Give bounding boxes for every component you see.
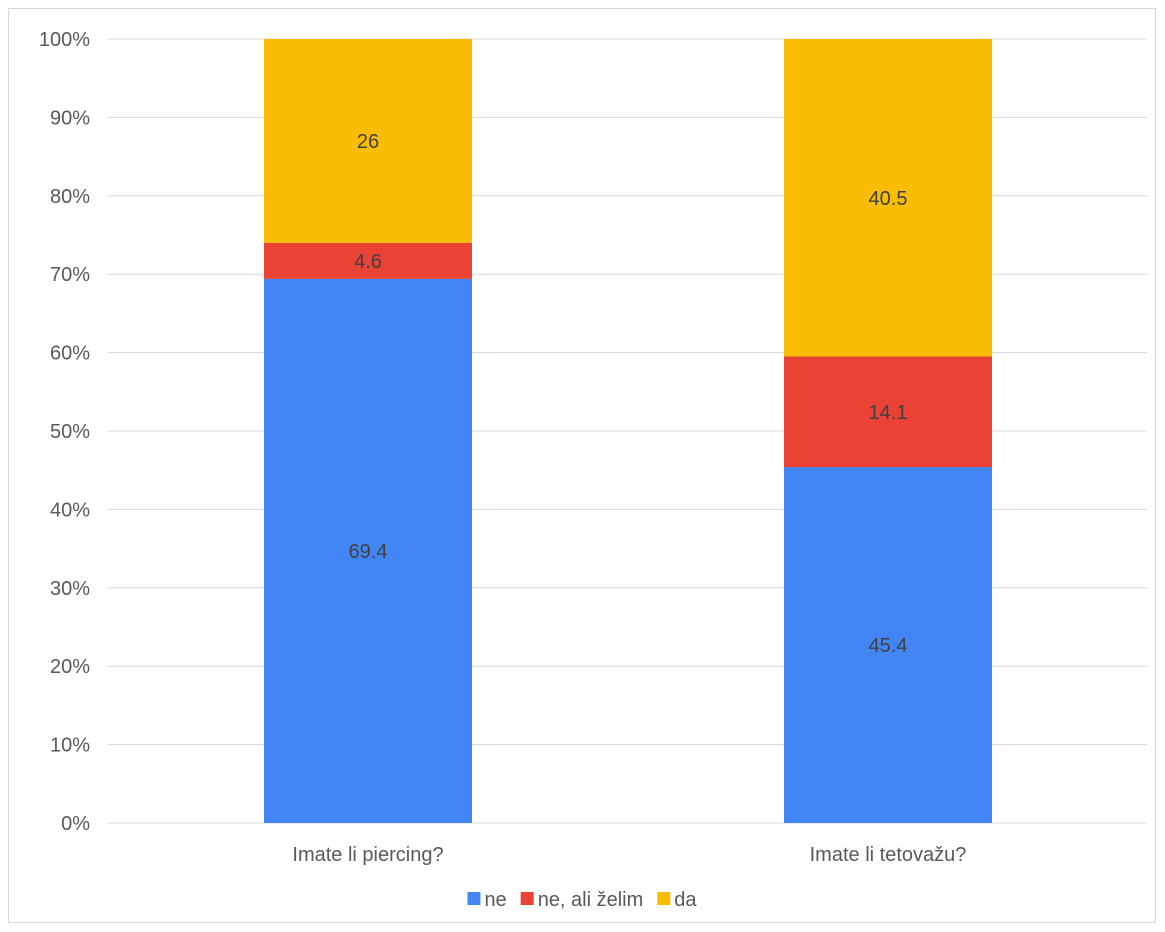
- y-tick-label: 50%: [50, 421, 90, 443]
- y-tick-label: 100%: [39, 29, 90, 51]
- data-label: 14.1: [869, 402, 908, 424]
- legend-swatch: [467, 892, 480, 905]
- legend-swatch: [657, 892, 670, 905]
- y-tick-label: 10%: [50, 735, 90, 757]
- data-label: 4.6: [354, 251, 382, 273]
- legend-swatch: [521, 892, 534, 905]
- x-category-label: Imate li piercing?: [292, 844, 443, 866]
- legend-label: ne, ali želim: [538, 889, 644, 911]
- y-tick-label: 30%: [50, 578, 90, 600]
- x-category-label: Imate li tetovažu?: [810, 844, 967, 866]
- data-label: 40.5: [869, 188, 908, 210]
- y-tick-label: 70%: [50, 264, 90, 286]
- data-label: 26: [357, 131, 379, 153]
- y-tick-label: 40%: [50, 499, 90, 521]
- y-tick-label: 90%: [50, 107, 90, 129]
- y-tick-label: 0%: [61, 813, 90, 835]
- y-tick-label: 20%: [50, 656, 90, 678]
- legend-label: ne: [484, 889, 506, 911]
- legend-label: da: [674, 889, 697, 911]
- y-tick-label: 80%: [50, 186, 90, 208]
- data-label: 45.4: [869, 635, 908, 657]
- y-tick-label: 60%: [50, 343, 90, 365]
- data-label: 69.4: [349, 541, 388, 563]
